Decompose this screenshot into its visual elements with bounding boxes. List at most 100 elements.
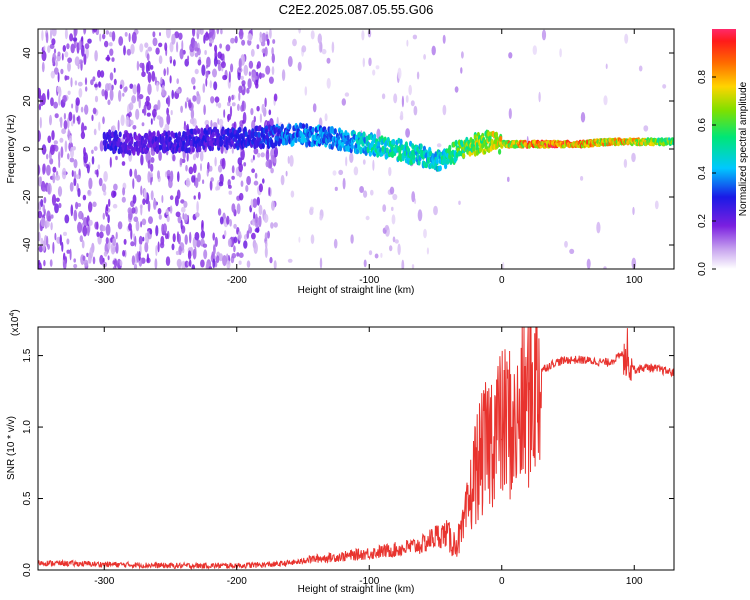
colorbar-tick-label: 0.0 — [697, 262, 708, 276]
heatmap-cell — [131, 31, 137, 44]
heatmap-cell — [169, 41, 174, 53]
heatmap-cell — [238, 162, 243, 173]
heatmap-cell — [119, 84, 123, 90]
heatmap-cell — [129, 168, 133, 177]
heatmap-cell — [243, 162, 247, 167]
heatmap-cell — [53, 67, 59, 75]
heatmap-cell — [163, 90, 167, 97]
heatmap-cell — [265, 65, 271, 75]
heatmap-cell — [86, 224, 90, 237]
heatmap-cell — [219, 216, 224, 225]
heatmap-cell — [213, 244, 216, 255]
heatmap-cell — [118, 90, 122, 102]
heatmap-cell — [191, 175, 196, 183]
heatmap-cell — [260, 152, 265, 158]
spectrogram-x-ticks: -300 -200 -100 0 100 — [94, 29, 643, 286]
heatmap-cell — [310, 30, 315, 40]
heatmap-cell — [132, 178, 135, 190]
heatmap-cell — [236, 203, 241, 215]
heatmap-cell — [117, 119, 120, 132]
heatmap-cell — [165, 208, 169, 216]
heatmap-cell — [234, 35, 238, 44]
heatmap-cell — [237, 71, 241, 81]
heatmap-cell — [426, 247, 429, 255]
heatmap-cell — [221, 157, 226, 170]
heatmap-cell — [417, 209, 423, 222]
heatmap-cell — [151, 70, 156, 82]
heatmap-cell — [147, 200, 151, 212]
heatmap-cell — [118, 131, 122, 138]
heatmap-cell — [231, 147, 234, 154]
heatmap-cell — [86, 252, 89, 258]
heatmap-cell — [165, 29, 171, 39]
heatmap-cell — [130, 241, 135, 247]
heatmap-cell — [88, 252, 92, 264]
heatmap-cell — [217, 164, 223, 173]
heatmap-cell — [39, 116, 42, 129]
heatmap-cell — [269, 256, 273, 264]
heatmap-cell — [91, 149, 94, 154]
heatmap-cell — [152, 31, 156, 38]
heatmap-cell — [134, 168, 138, 179]
heatmap-cell — [237, 103, 240, 111]
heatmap-cell — [228, 95, 231, 103]
heatmap-cell — [222, 255, 227, 267]
heatmap-cell — [132, 125, 137, 130]
heatmap-cell — [319, 257, 323, 269]
heatmap-cell — [603, 95, 608, 106]
heatmap-cell — [245, 185, 249, 192]
heatmap-cell — [60, 68, 64, 75]
heatmap-cell — [197, 59, 202, 66]
heatmap-cell — [98, 81, 101, 88]
heatmap-cell — [253, 148, 259, 155]
heatmap-cell — [350, 143, 354, 150]
heatmap-cell — [113, 190, 117, 197]
heatmap-cell — [99, 140, 104, 152]
heatmap-cell — [92, 201, 97, 208]
heatmap-cell — [419, 143, 423, 150]
heatmap-cell — [250, 158, 254, 163]
colorbar-tick-label: 0.6 — [697, 118, 708, 132]
heatmap-cell — [196, 91, 200, 97]
heatmap-cell — [271, 66, 275, 76]
heatmap-cell — [84, 125, 87, 131]
heatmap-cell — [66, 117, 70, 129]
heatmap-cell — [124, 32, 128, 37]
heatmap-cell — [94, 83, 98, 88]
heatmap-cell — [77, 115, 81, 125]
heatmap-cell — [103, 171, 108, 182]
heatmap-cell — [188, 166, 194, 175]
heatmap-cell — [104, 40, 109, 48]
heatmap-cell — [238, 29, 244, 40]
heatmap-cell — [392, 138, 396, 145]
heatmap-cell — [222, 74, 228, 81]
heatmap-cell — [54, 113, 59, 119]
heatmap-cell — [107, 255, 110, 261]
heatmap-cell — [436, 143, 442, 148]
heatmap-cell — [199, 29, 204, 35]
heatmap-cell — [210, 119, 213, 129]
heatmap-cell — [181, 158, 186, 163]
heatmap-cell — [159, 116, 164, 128]
heatmap-cell — [84, 104, 89, 115]
heatmap-cell — [205, 262, 210, 269]
heatmap-cell — [169, 75, 172, 84]
heatmap-cell — [389, 245, 393, 252]
heatmap-cell — [144, 241, 149, 253]
heatmap-cell — [113, 258, 118, 268]
heatmap-cell — [261, 32, 267, 43]
y-tick-label: -40 — [22, 237, 33, 252]
heatmap-cell — [92, 256, 96, 265]
heatmap-cell — [671, 137, 674, 143]
heatmap-cell — [147, 60, 151, 72]
heatmap-cell — [160, 77, 163, 85]
heatmap-cell — [61, 128, 66, 135]
heatmap-cell — [229, 219, 233, 227]
heatmap-cell — [231, 252, 237, 259]
heatmap-cell — [212, 232, 215, 241]
heatmap-cell — [231, 203, 236, 213]
heatmap-cell — [248, 60, 254, 69]
heatmap-cell — [246, 87, 250, 94]
heatmap-cell — [251, 168, 256, 173]
